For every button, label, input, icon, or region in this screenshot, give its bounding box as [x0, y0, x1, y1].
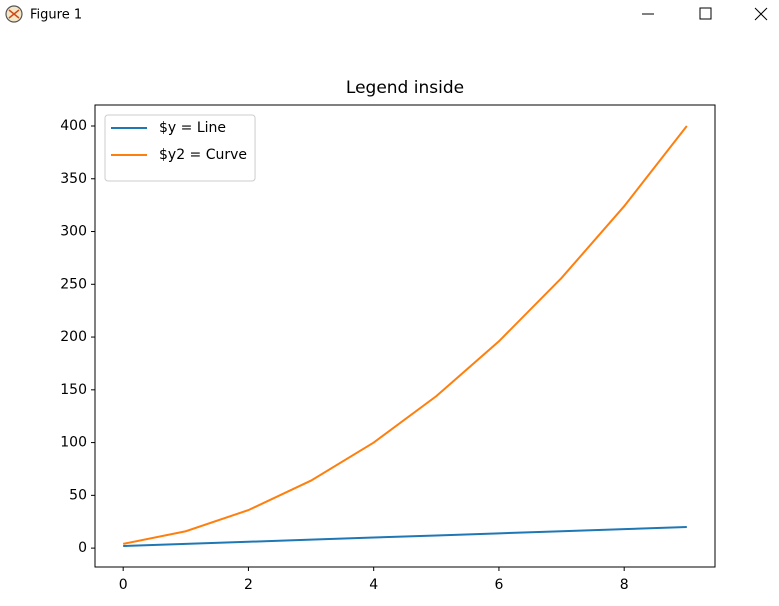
x-tick-label: 4 [369, 577, 378, 593]
y-tick-label: 150 [60, 382, 87, 398]
y-tick-label: 0 [78, 540, 87, 556]
window-title: Figure 1 [30, 8, 82, 23]
y-tick-label: 250 [60, 276, 87, 292]
x-tick-label: 0 [119, 577, 128, 593]
y-tick-label: 400 [60, 118, 87, 134]
x-tick-label: 8 [620, 577, 629, 593]
legend-label: $y2 = Curve [159, 147, 247, 163]
y-tick-label: 350 [60, 171, 87, 187]
app-icon-mark [8, 9, 20, 19]
y-tick-label: 100 [60, 435, 87, 451]
series-line [123, 526, 687, 547]
x-tick-label: 2 [244, 577, 253, 593]
legend-box [104, 114, 256, 182]
y-tick-label: 50 [69, 487, 87, 503]
plot-frame [94, 104, 716, 568]
close-button[interactable] [754, 7, 768, 21]
title-bar: Figure 1 [5, 5, 768, 23]
maximize-button[interactable] [699, 7, 712, 20]
y-tick-label: 200 [60, 329, 87, 345]
series-line [122, 125, 688, 545]
y-tick-label: 300 [60, 224, 87, 240]
legend-label: $y = Line [159, 120, 226, 136]
x-tick-label: 6 [494, 577, 503, 593]
chart-title: Legend inside [346, 78, 464, 98]
